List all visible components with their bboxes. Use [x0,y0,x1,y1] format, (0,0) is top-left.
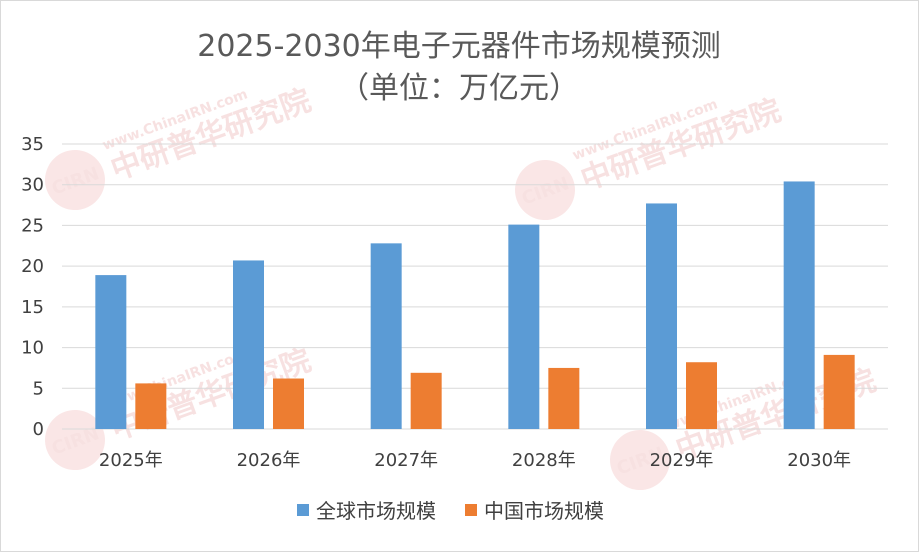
x-tick-label: 2027年 [374,450,438,471]
y-axis-ticks: 0 5 10 15 20 25 30 35 [21,134,44,440]
y-tick-label: 5 [33,378,44,399]
watermark-logo-icon [45,410,105,470]
gridlines [62,143,888,430]
watermark-logo-icon [515,160,575,220]
y-tick-label: 0 [33,419,44,440]
chart-subtitle: （单位：万亿元） [339,71,579,106]
watermark-logo-icon [610,430,670,490]
bar-china-4 [686,362,717,429]
legend-swatch [465,504,477,516]
legend-label: 全球市场规模 [316,499,436,523]
legend-label: 中国市场规模 [484,499,604,523]
bar-global-1 [233,260,264,429]
bar-china-1 [273,378,304,429]
watermark-logo-icon [45,150,105,210]
y-tick-label: 25 [21,215,44,236]
legend-swatch [297,504,309,516]
x-tick-label: 2030年 [787,450,851,471]
chart-title: 2025-2030年电子元器件市场规模预测 [197,29,721,64]
y-tick-label: 20 [21,256,44,277]
y-tick-label: 35 [21,134,44,155]
x-tick-label: 2028年 [512,450,576,471]
y-tick-label: 30 [21,175,44,196]
bar-china-0 [135,383,167,429]
bars [95,181,855,429]
bar-china-5 [823,354,855,429]
bar-china-3 [548,367,580,429]
x-tick-label: 2025年 [99,450,163,471]
y-tick-label: 15 [21,297,44,318]
bar-china-2 [410,372,442,429]
bar-global-5 [783,181,815,429]
bar-global-3 [508,224,540,429]
bar-global-0 [95,275,127,429]
bar-global-2 [370,243,402,429]
x-axis-ticks: 2025年 2026年 2027年 2028年 2029年 2030年 [99,450,851,471]
x-tick-label: 2029年 [650,450,714,471]
y-tick-label: 10 [21,338,44,359]
x-tick-label: 2026年 [237,450,301,471]
legend: 全球市场规模 中国市场规模 [297,499,604,523]
bar-global-4 [646,203,677,429]
